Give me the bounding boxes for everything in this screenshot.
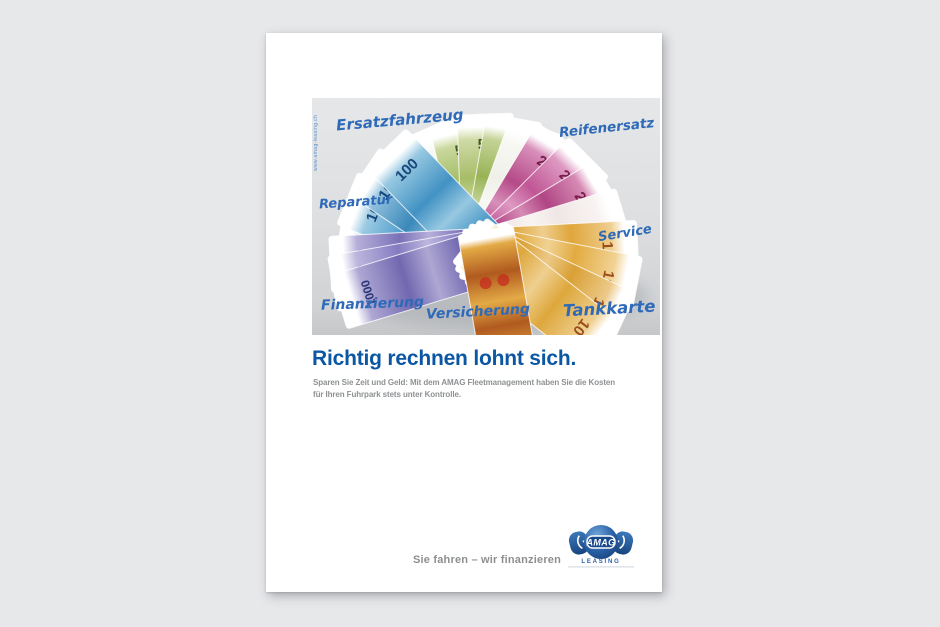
page-title: Richtig rechnen lohnt sich. xyxy=(312,347,577,370)
poster-page: 5050502020201001001001001000100010001010… xyxy=(266,33,662,592)
banknote-front: 10 xyxy=(457,225,541,335)
money-photo: 5050502020201001001001001000100010001010… xyxy=(312,98,660,335)
brand-plate xyxy=(586,535,616,549)
photo-credit: www.amag-leasing.ch xyxy=(313,114,319,171)
brand-tagline: Sie fahren – wir finanzieren xyxy=(413,554,562,566)
brand-wordmark: AMAG xyxy=(585,538,615,548)
amag-leasing-logo: AMAG LEASING xyxy=(568,525,634,568)
body-copy-line1: Sparen Sie Zeit und Geld: Mit dem AMAG F… xyxy=(313,378,616,387)
body-copy: Sparen Sie Zeit und Geld: Mit dem AMAG F… xyxy=(313,377,643,400)
subbrand-wordmark: LEASING xyxy=(581,559,620,565)
logo-rule xyxy=(568,566,634,568)
banknote-fan: 5050502020201001001001001000100010001010… xyxy=(327,112,648,335)
body-copy-line2: für Ihren Fuhrpark stets unter Kontrolle… xyxy=(313,389,461,399)
